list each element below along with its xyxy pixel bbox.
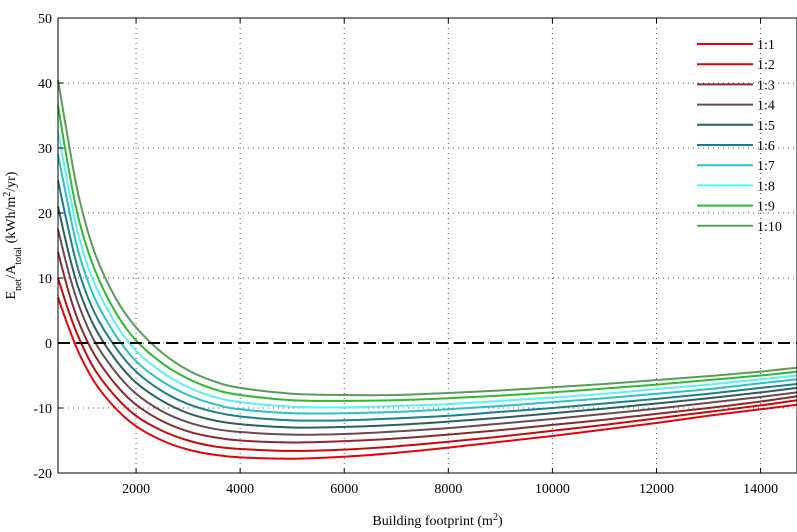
series-line-1-6 — [57, 180, 797, 422]
x-tick-label: 2000 — [122, 482, 150, 497]
legend-label: 1:1 — [757, 38, 775, 53]
legend-label: 1:8 — [757, 179, 775, 194]
legend-label: 1:4 — [757, 99, 775, 114]
series-line-1-5 — [57, 206, 797, 429]
y-tick-label: 50 — [38, 12, 52, 27]
legend-label: 1:5 — [757, 119, 775, 134]
x-tick-label: 12000 — [639, 482, 674, 497]
y-tick-label: -20 — [33, 467, 52, 482]
x-tick-label: 6000 — [330, 482, 358, 497]
series-line-1-3 — [57, 251, 797, 444]
legend-label: 1:9 — [757, 200, 775, 215]
legend-label: 1:3 — [757, 78, 775, 93]
y-tick-label: 0 — [45, 337, 52, 352]
series-line-1-10 — [57, 79, 797, 397]
series-line-1-4 — [57, 229, 797, 436]
series-line-1-1 — [57, 297, 797, 460]
legend-label: 1:10 — [757, 220, 782, 235]
plot-area — [57, 79, 797, 460]
y-axis-label: Enet/Atotal (kWh/m2/yr) — [2, 171, 24, 299]
series-line-1-9 — [57, 105, 797, 402]
legend-label: 1:6 — [757, 139, 775, 154]
tick-labels: 2000 4000 6000 8000 10000 12000 14000 -20 -10 0 10… — [33, 12, 778, 497]
series-line-1-8 — [57, 131, 797, 409]
legend: 1:1 1:2 1:3 1:4 1:5 1:6 1:7 1:8 1:9 1:10 — [697, 38, 782, 235]
series-layer — [57, 79, 797, 460]
x-tick-label: 4000 — [226, 482, 254, 497]
legend-label: 1:2 — [757, 58, 775, 73]
series-line-1-2 — [57, 277, 797, 452]
y-tick-label: 10 — [38, 272, 52, 287]
y-tick-label: 30 — [38, 142, 52, 157]
plot-frame — [57, 17, 797, 474]
x-axis-label: Building footprint (m2) — [372, 512, 503, 530]
x-tick-label: 14000 — [743, 482, 778, 497]
y-tick-label: -10 — [33, 402, 52, 417]
x-tick-label: 8000 — [434, 482, 462, 497]
y-tick-label: 20 — [38, 207, 52, 222]
ticks — [58, 17, 762, 474]
x-tick-label: 10000 — [535, 482, 570, 497]
series-line-1-7 — [57, 154, 797, 415]
legend-label: 1:7 — [757, 159, 775, 174]
y-tick-label: 40 — [38, 77, 52, 92]
